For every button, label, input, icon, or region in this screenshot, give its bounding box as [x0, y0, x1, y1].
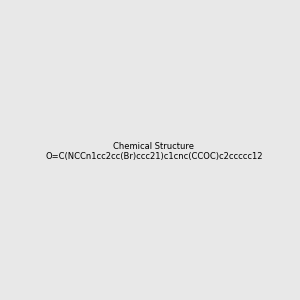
Text: Chemical Structure
O=C(NCCn1cc2cc(Br)ccc21)c1cnc(CCOC)c2ccccc12: Chemical Structure O=C(NCCn1cc2cc(Br)ccc… — [45, 142, 262, 161]
